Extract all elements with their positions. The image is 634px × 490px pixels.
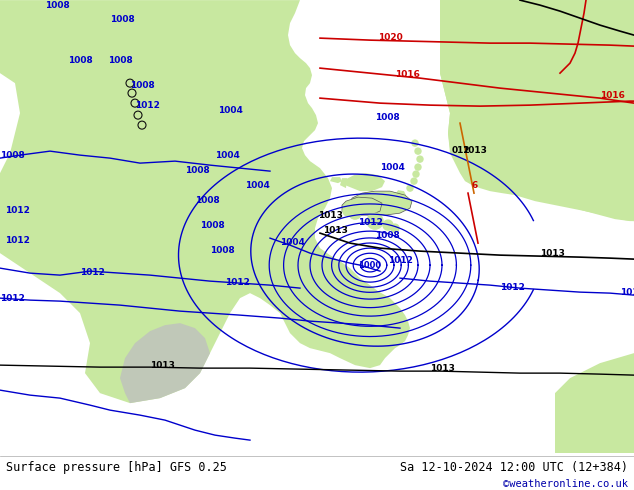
Circle shape <box>411 178 417 184</box>
Circle shape <box>343 206 353 216</box>
Text: 1008: 1008 <box>108 56 133 65</box>
Text: 1012: 1012 <box>5 206 30 215</box>
Text: 1012: 1012 <box>388 256 413 265</box>
Text: 1020: 1020 <box>378 33 403 42</box>
Circle shape <box>391 224 399 232</box>
Text: 1008: 1008 <box>200 221 224 230</box>
Polygon shape <box>395 190 406 197</box>
Text: 1012: 1012 <box>135 101 160 110</box>
Text: 1008: 1008 <box>375 231 400 240</box>
Circle shape <box>417 156 423 162</box>
Text: 1013: 1013 <box>430 364 455 373</box>
Text: 1012: 1012 <box>225 278 250 287</box>
Circle shape <box>412 140 418 146</box>
Text: 1004: 1004 <box>280 238 305 247</box>
Text: 1000: 1000 <box>358 261 382 270</box>
Polygon shape <box>440 0 634 221</box>
Polygon shape <box>345 173 385 191</box>
Polygon shape <box>440 0 634 221</box>
Text: 1012: 1012 <box>358 218 383 227</box>
Text: 1012: 1012 <box>500 283 525 292</box>
Text: 1008: 1008 <box>68 56 93 65</box>
Polygon shape <box>120 323 210 403</box>
Text: 1012: 1012 <box>0 294 25 303</box>
Text: 1008: 1008 <box>375 113 400 122</box>
Circle shape <box>349 207 361 219</box>
Text: 1012: 1012 <box>620 288 634 297</box>
Polygon shape <box>340 178 347 188</box>
Circle shape <box>415 148 421 154</box>
Text: 6: 6 <box>472 181 478 190</box>
Text: ©weatheronline.co.uk: ©weatheronline.co.uk <box>503 480 628 490</box>
Text: 1004: 1004 <box>218 106 243 115</box>
Text: 1004: 1004 <box>245 181 270 190</box>
Text: 1008: 1008 <box>110 15 135 24</box>
Text: 1013: 1013 <box>150 361 175 370</box>
Text: 1008: 1008 <box>210 246 235 255</box>
Circle shape <box>415 164 421 170</box>
Text: 1016: 1016 <box>395 70 420 79</box>
Circle shape <box>407 185 413 191</box>
Circle shape <box>383 220 393 230</box>
Polygon shape <box>0 0 410 403</box>
Text: 1012: 1012 <box>5 236 30 245</box>
Text: 1008: 1008 <box>0 151 25 160</box>
Text: Sa 12-10-2024 12:00 UTC (12+384): Sa 12-10-2024 12:00 UTC (12+384) <box>399 462 628 474</box>
Text: 1013: 1013 <box>318 211 343 220</box>
Text: 1008: 1008 <box>130 81 155 90</box>
Text: 1008: 1008 <box>185 166 210 175</box>
Text: 1012: 1012 <box>80 268 105 277</box>
Polygon shape <box>350 191 412 215</box>
Circle shape <box>367 213 383 229</box>
Text: 1008: 1008 <box>45 1 70 10</box>
Text: 1013: 1013 <box>462 146 487 155</box>
Polygon shape <box>330 177 342 183</box>
Circle shape <box>413 171 419 177</box>
Polygon shape <box>342 197 382 215</box>
Text: 1004: 1004 <box>380 163 405 172</box>
Text: 1013: 1013 <box>540 249 565 258</box>
Text: 1004: 1004 <box>215 151 240 160</box>
Text: 1013: 1013 <box>323 226 348 235</box>
Polygon shape <box>555 353 634 453</box>
Text: 1008: 1008 <box>195 196 220 205</box>
Text: 1016: 1016 <box>600 91 625 100</box>
Text: 012: 012 <box>452 146 470 155</box>
Text: Surface pressure [hPa] GFS 0.25: Surface pressure [hPa] GFS 0.25 <box>6 462 227 474</box>
